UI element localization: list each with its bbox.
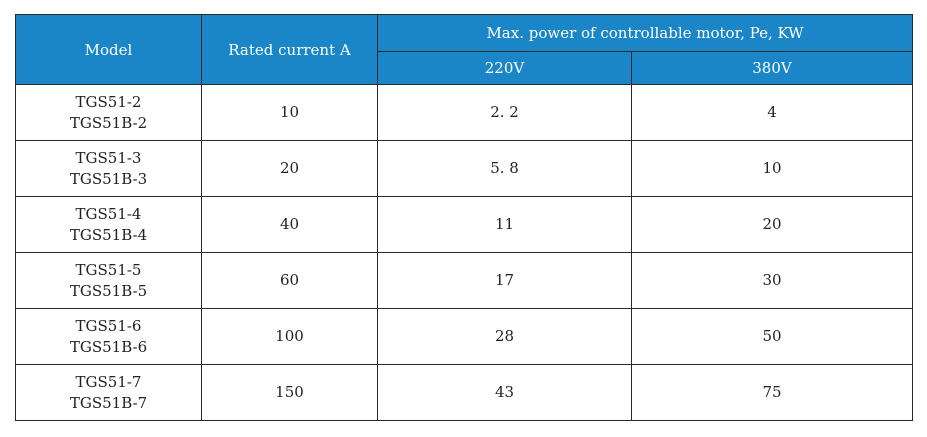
max-power-header: Max. power of controllable motor, Pe, KW	[376, 14, 914, 52]
model-cell: TGS51-4 TGS51B-4	[15, 196, 202, 253]
model-name-alt: TGS51B-6	[69, 337, 148, 356]
power-380-cell: 75	[630, 364, 914, 421]
model-cell: TGS51-6 TGS51B-6	[15, 308, 202, 365]
table-row: TGS51-3 TGS51B-3 20 5. 8 10	[15, 140, 914, 197]
model-name: TGS51-6	[75, 316, 142, 335]
rated-current-cell: 60	[201, 252, 378, 309]
model-name: TGS51-4	[75, 204, 142, 223]
model-name-alt: TGS51B-4	[69, 225, 148, 244]
table-row: TGS51-7 TGS51B-7 150 43 75	[15, 364, 914, 421]
model-name-alt: TGS51B-2	[69, 113, 148, 132]
power-380-cell: 30	[630, 252, 914, 309]
model-name-alt: TGS51B-7	[69, 393, 148, 412]
power-220-cell: 28	[377, 308, 632, 365]
power-380-cell: 10	[630, 140, 914, 197]
model-name-alt: TGS51B-3	[69, 169, 148, 188]
power-220-cell: 43	[377, 364, 632, 421]
model-name: TGS51-5	[75, 260, 142, 279]
rated-current-cell: 150	[201, 364, 378, 421]
table-row: TGS51-5 TGS51B-5 60 17 30	[15, 252, 914, 309]
power-380-cell: 20	[630, 196, 914, 253]
spec-table: Model Rated current A Max. power of cont…	[15, 14, 914, 421]
voltage-380-header: 380V	[630, 51, 914, 85]
model-cell: TGS51-3 TGS51B-3	[15, 140, 202, 197]
power-220-cell: 5. 8	[377, 140, 632, 197]
power-380-cell: 50	[630, 308, 914, 365]
table-row: TGS51-4 TGS51B-4 40 11 20	[15, 196, 914, 253]
power-380-cell: 4	[630, 84, 914, 141]
model-cell: TGS51-7 TGS51B-7	[15, 364, 202, 421]
rated-current-cell: 100	[201, 308, 378, 365]
power-220-cell: 17	[377, 252, 632, 309]
voltage-220-header: 220V	[377, 51, 632, 85]
table-row: TGS51-2 TGS51B-2 10 2. 2 4	[15, 84, 914, 141]
voltage-header-row: 220V 380V	[16, 51, 914, 85]
power-220-cell: 11	[377, 196, 632, 253]
rated-current-cell: 20	[201, 140, 378, 197]
model-name: TGS51-2	[75, 92, 142, 111]
rated-current-cell: 10	[201, 84, 378, 141]
model-name: TGS51-3	[75, 148, 142, 167]
model-header: Model	[15, 14, 202, 85]
model-cell: TGS51-5 TGS51B-5	[15, 252, 202, 309]
model-name: TGS51-7	[75, 372, 142, 391]
header-row: Model Rated current A Max. power of cont…	[15, 14, 914, 85]
model-name-alt: TGS51B-5	[69, 281, 148, 300]
model-cell: TGS51-2 TGS51B-2	[15, 84, 202, 141]
rated-current-header: Rated current A	[201, 14, 378, 85]
table-row: TGS51-6 TGS51B-6 100 28 50	[15, 308, 914, 365]
power-220-cell: 2. 2	[377, 84, 632, 141]
rated-current-cell: 40	[201, 196, 378, 253]
